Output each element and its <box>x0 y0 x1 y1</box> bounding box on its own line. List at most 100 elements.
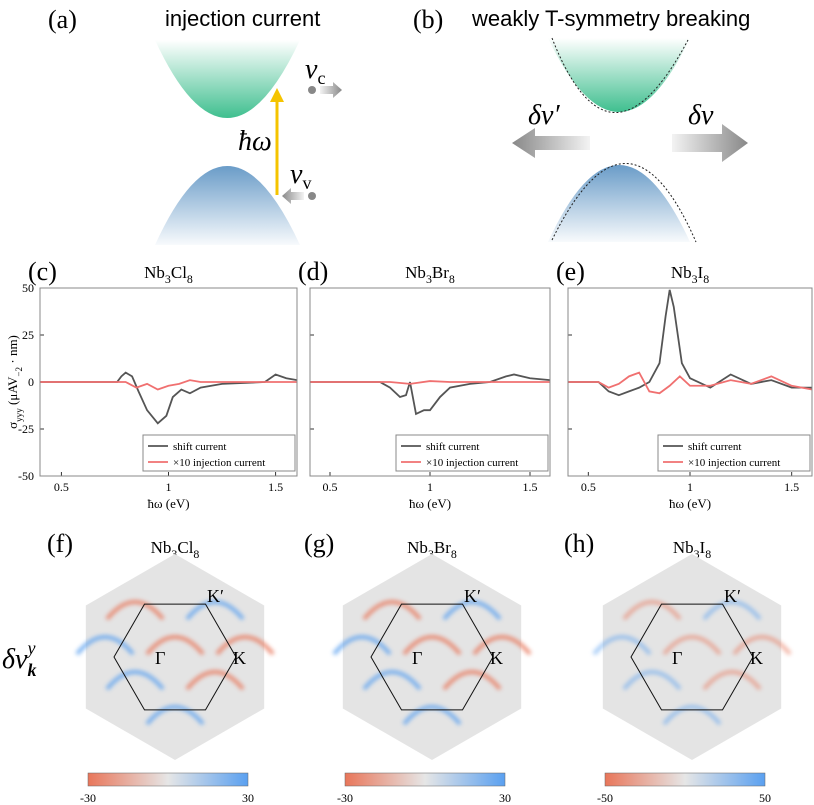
delta-v-prime: δv′ <box>528 100 560 131</box>
y-tick-label: -25 <box>18 422 34 436</box>
text: v <box>305 54 318 85</box>
panel-title: injection current <box>165 6 320 31</box>
text-part: yyy <box>14 408 24 422</box>
panel-title: weakly T-symmetry breaking <box>471 6 750 31</box>
colorbar-label: -30 <box>80 791 96 805</box>
legend-label: shift current <box>426 441 479 453</box>
hole <box>308 192 316 200</box>
rich-text: σyyy (μAV−2 · nm) <box>5 335 24 429</box>
x-tick-label: 1.5 <box>523 480 538 494</box>
arrow-head <box>270 88 284 102</box>
panel-label: (g) <box>304 529 334 558</box>
panel-label: (e) <box>556 257 585 286</box>
text-part: 8 <box>193 547 199 561</box>
series-line <box>40 380 297 389</box>
kp-label: K′ <box>207 586 224 606</box>
legend-label: shift current <box>688 441 741 453</box>
text-part: Nb <box>144 263 165 282</box>
valence-band <box>548 165 690 242</box>
colorbar <box>345 773 505 786</box>
rich-text: Nb3Br8 <box>405 263 455 286</box>
text: v <box>290 159 303 190</box>
text-part: Cl <box>177 538 193 557</box>
x-axis-label: ħω (eV) <box>409 496 451 511</box>
panel-b: (b) weakly T-symmetry breaking δv′ δv <box>413 5 750 242</box>
colorbar <box>88 773 248 786</box>
colorbar-label: 50 <box>759 791 771 805</box>
panel-label: (f) <box>47 529 73 558</box>
figure: (a) injection current vc ħω vv (b) weakl… <box>0 0 814 805</box>
panel-label: (d) <box>298 257 328 286</box>
text: c <box>317 68 325 88</box>
panel-label: (b) <box>413 5 443 34</box>
colorbar-label: -30 <box>337 791 353 805</box>
text-part: 8 <box>705 547 711 561</box>
text-part: Nb <box>405 263 426 282</box>
vc-label: vc <box>305 54 325 88</box>
text-part: 8 <box>703 272 709 286</box>
y-tick-label: 0 <box>28 375 34 389</box>
series-line <box>568 373 812 394</box>
row-label: δvky <box>2 638 36 680</box>
k-label: K <box>233 648 246 668</box>
arrow <box>282 188 304 204</box>
panel-label: (a) <box>48 5 77 34</box>
colorbar-label: 30 <box>499 791 511 805</box>
rich-text: Nb3Cl8 <box>144 263 193 286</box>
hw-label: ħω <box>238 126 272 157</box>
series-line <box>40 373 297 424</box>
text: y <box>25 638 35 658</box>
kp-label: K′ <box>464 586 481 606</box>
electron <box>308 86 316 94</box>
text-part: · nm) <box>5 335 20 367</box>
y-tick-label: 25 <box>22 328 34 342</box>
series-line <box>568 290 812 395</box>
legend-label: ×10 injection current <box>688 457 780 469</box>
text-part: Cl <box>171 263 187 282</box>
text-part: Nb <box>151 538 172 557</box>
x-tick-label: 1 <box>427 480 433 494</box>
series-line <box>310 381 550 384</box>
text-part: Nb <box>407 538 428 557</box>
text-part: Br <box>432 263 449 282</box>
y-tick-label: -50 <box>18 469 34 483</box>
text: v <box>302 173 311 193</box>
text-part: 8 <box>187 272 193 286</box>
gamma-label: Γ <box>672 648 682 668</box>
panel-a: (a) injection current vc ħω vv <box>48 5 342 245</box>
x-tick-label: 1 <box>687 480 693 494</box>
legend-label: shift current <box>173 441 226 453</box>
vv-label: vv <box>290 159 311 193</box>
x-tick-label: 0.5 <box>323 480 338 494</box>
rich-text: Nb3I8 <box>671 263 709 286</box>
x-tick-label: 0.5 <box>54 480 69 494</box>
y-tick-label: 50 <box>22 281 34 295</box>
x-tick-label: 1 <box>166 480 172 494</box>
arrow <box>512 128 590 158</box>
x-tick-label: 0.5 <box>581 480 596 494</box>
text-part: Br <box>434 538 451 557</box>
colorbar-label: 30 <box>242 791 254 805</box>
gamma-label: Γ <box>155 648 165 668</box>
kp-label: K′ <box>724 586 741 606</box>
text-part: 8 <box>451 547 457 561</box>
x-axis-label: ħω (eV) <box>669 496 711 511</box>
delta-v: δv <box>688 100 714 131</box>
colorbar-label: -50 <box>597 791 613 805</box>
text-part: Nb <box>673 538 694 557</box>
colorbar <box>605 773 765 786</box>
x-tick-label: 1.5 <box>784 480 799 494</box>
x-axis-label: ħω (eV) <box>147 496 189 511</box>
legend-label: ×10 injection current <box>426 457 518 469</box>
k-label: K <box>490 648 503 668</box>
x-tick-label: 1.5 <box>268 480 283 494</box>
gamma-label: Γ <box>412 648 422 668</box>
text-part: 8 <box>449 272 455 286</box>
text-part: −2 <box>14 366 24 376</box>
legend-label: ×10 injection current <box>173 457 265 469</box>
text-part: σ <box>5 422 20 429</box>
text-part: (μAV <box>5 376 20 408</box>
text: k <box>27 660 36 680</box>
panel-label: (h) <box>564 529 594 558</box>
text-part: Nb <box>671 263 692 282</box>
